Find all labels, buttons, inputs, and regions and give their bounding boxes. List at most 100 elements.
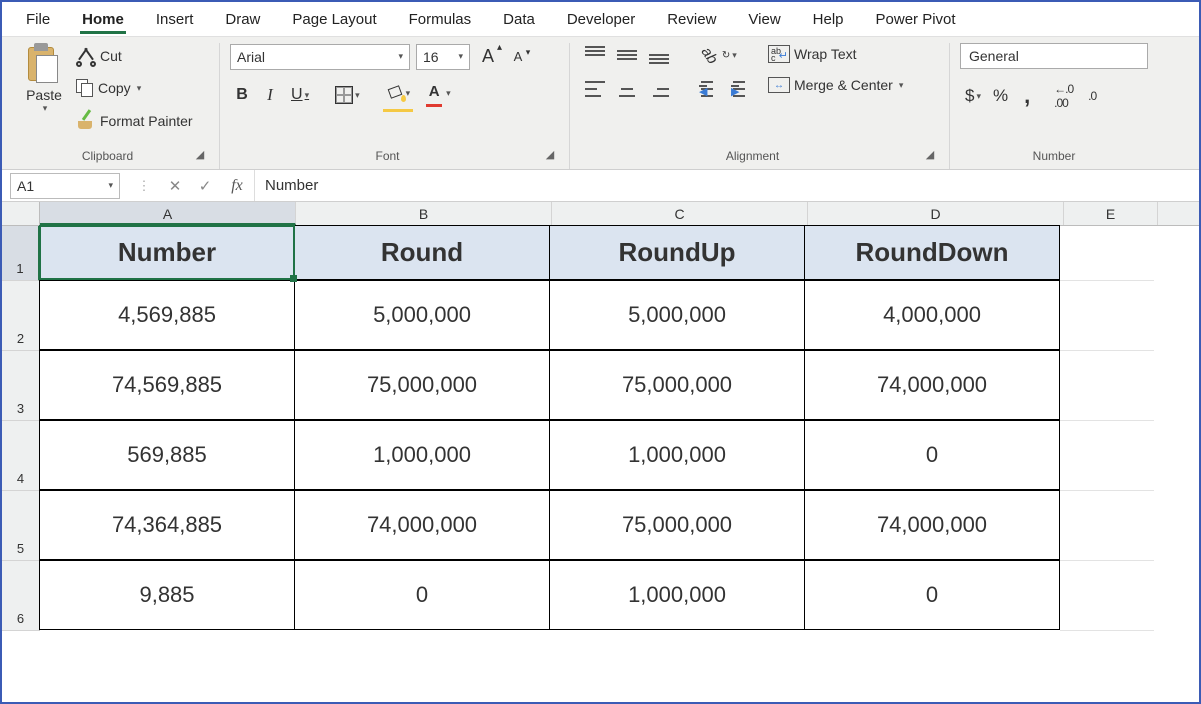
- cell-A2[interactable]: 4,569,885: [39, 280, 295, 350]
- cell-E3[interactable]: [1060, 351, 1154, 421]
- cell-E1[interactable]: [1060, 226, 1154, 281]
- cell-D5[interactable]: 74,000,000: [804, 490, 1060, 560]
- tab-help[interactable]: Help: [799, 5, 858, 36]
- align-top-button[interactable]: [580, 43, 610, 67]
- cells[interactable]: NumberRoundRoundUpRoundDown4,569,8855,00…: [40, 226, 1154, 631]
- row-header-4[interactable]: 4: [2, 421, 40, 491]
- increase-indent-button[interactable]: ▶: [720, 77, 750, 101]
- cell-D3[interactable]: 74,000,000: [804, 350, 1060, 420]
- cell-D4[interactable]: 0: [804, 420, 1060, 490]
- tab-review[interactable]: Review: [653, 5, 730, 36]
- cell-D6[interactable]: 0: [804, 560, 1060, 630]
- cell-E2[interactable]: [1060, 281, 1154, 351]
- decrease-indent-button[interactable]: ◀: [688, 77, 718, 101]
- underline-button[interactable]: U▾: [286, 83, 314, 107]
- cell-C3[interactable]: 75,000,000: [549, 350, 805, 420]
- wrap-text-button[interactable]: abc↵ Wrap Text: [768, 43, 903, 65]
- cell-A5[interactable]: 74,364,885: [39, 490, 295, 560]
- italic-button[interactable]: I: [258, 82, 282, 108]
- comma-button[interactable]: ,: [1015, 80, 1039, 112]
- tab-view[interactable]: View: [734, 5, 794, 36]
- formula-input[interactable]: Number: [254, 170, 1199, 201]
- paste-icon[interactable]: [26, 43, 62, 85]
- font-size-select[interactable]: 16 ▾: [416, 44, 470, 70]
- align-left-button[interactable]: [580, 77, 610, 101]
- copy-button[interactable]: Copy ▾: [76, 77, 193, 99]
- cell-B1[interactable]: Round: [294, 225, 550, 280]
- cell-A6[interactable]: 9,885: [39, 560, 295, 630]
- dialog-launcher-icon[interactable]: ◢: [543, 149, 557, 163]
- shrink-font-button[interactable]: A▾: [506, 45, 530, 69]
- grow-font-button[interactable]: A▴: [476, 43, 500, 70]
- tab-page-layout[interactable]: Page Layout: [278, 5, 390, 36]
- cell-B3[interactable]: 75,000,000: [294, 350, 550, 420]
- column-header-A[interactable]: A: [40, 202, 296, 225]
- cell-A3[interactable]: 74,569,885: [39, 350, 295, 420]
- format-painter-button[interactable]: Format Painter: [76, 109, 193, 133]
- accept-formula-button[interactable]: ✓: [190, 177, 220, 195]
- cell-A4[interactable]: 569,885: [39, 420, 295, 490]
- name-box[interactable]: A1 ▾: [10, 173, 120, 199]
- merge-center-button[interactable]: ↔ Merge & Center ▾: [768, 75, 903, 95]
- cell-B5[interactable]: 74,000,000: [294, 490, 550, 560]
- cell-D1[interactable]: RoundDown: [804, 225, 1060, 280]
- chevron-down-icon: ▾: [406, 88, 411, 99]
- percent-button[interactable]: %: [988, 83, 1013, 109]
- orientation-button[interactable]: ab↻ ▾: [688, 43, 750, 67]
- font-color-button[interactable]: A ▾: [419, 80, 456, 110]
- select-all-corner[interactable]: [2, 202, 40, 225]
- cell-E6[interactable]: [1060, 561, 1154, 631]
- row-header-3[interactable]: 3: [2, 351, 40, 421]
- row-header-1[interactable]: 1: [2, 226, 40, 281]
- paste-button[interactable]: Paste: [26, 87, 62, 103]
- cell-D2[interactable]: 4,000,000: [804, 280, 1060, 350]
- tab-power-pivot[interactable]: Power Pivot: [862, 5, 970, 36]
- row-header-2[interactable]: 2: [2, 281, 40, 351]
- tab-data[interactable]: Data: [489, 5, 549, 36]
- column-header-B[interactable]: B: [296, 202, 552, 225]
- align-middle-button[interactable]: [612, 43, 642, 67]
- fx-button[interactable]: fx: [220, 177, 254, 195]
- tab-draw[interactable]: Draw: [211, 5, 274, 36]
- borders-button[interactable]: ▾: [330, 83, 365, 107]
- dialog-launcher-icon[interactable]: ◢: [923, 149, 937, 163]
- group-clipboard: Paste ▾ Cut Copy ▾ Format Painter: [10, 43, 220, 169]
- cell-E4[interactable]: [1060, 421, 1154, 491]
- dialog-launcher-icon[interactable]: ◢: [193, 149, 207, 163]
- separator: ⋮: [128, 178, 160, 194]
- increase-decimal-button[interactable]: ←.0.00: [1049, 79, 1078, 113]
- align-right-button[interactable]: [644, 77, 674, 101]
- cell-B2[interactable]: 5,000,000: [294, 280, 550, 350]
- cell-C1[interactable]: RoundUp: [549, 225, 805, 280]
- bold-button[interactable]: B: [230, 83, 254, 107]
- font-name-select[interactable]: Arial ▾: [230, 44, 410, 70]
- tab-file[interactable]: File: [12, 5, 64, 36]
- column-header-D[interactable]: D: [808, 202, 1064, 225]
- decrease-decimal-button[interactable]: .0: [1080, 84, 1104, 108]
- cell-C6[interactable]: 1,000,000: [549, 560, 805, 630]
- cut-button[interactable]: Cut: [76, 45, 193, 67]
- align-center-button[interactable]: [612, 77, 642, 101]
- cell-C5[interactable]: 75,000,000: [549, 490, 805, 560]
- column-header-E[interactable]: E: [1064, 202, 1158, 225]
- cell-C2[interactable]: 5,000,000: [549, 280, 805, 350]
- cell-E5[interactable]: [1060, 491, 1154, 561]
- cancel-formula-button[interactable]: ✕: [160, 177, 190, 195]
- tab-developer[interactable]: Developer: [553, 5, 649, 36]
- column-header-C[interactable]: C: [552, 202, 808, 225]
- formula-bar: A1 ▾ ⋮ ✕ ✓ fx Number: [2, 170, 1199, 202]
- align-bottom-button[interactable]: [644, 43, 674, 67]
- chevron-down-icon[interactable]: ▾: [43, 103, 48, 114]
- row-header-6[interactable]: 6: [2, 561, 40, 631]
- fill-color-button[interactable]: ▾: [381, 81, 416, 109]
- cell-B6[interactable]: 0: [294, 560, 550, 630]
- cell-A1[interactable]: Number: [39, 225, 295, 280]
- tab-insert[interactable]: Insert: [142, 5, 208, 36]
- tab-formulas[interactable]: Formulas: [395, 5, 486, 36]
- row-header-5[interactable]: 5: [2, 491, 40, 561]
- cell-B4[interactable]: 1,000,000: [294, 420, 550, 490]
- number-format-select[interactable]: General: [960, 43, 1148, 69]
- cell-C4[interactable]: 1,000,000: [549, 420, 805, 490]
- tab-home[interactable]: Home: [68, 5, 138, 36]
- currency-button[interactable]: $▾: [960, 83, 986, 109]
